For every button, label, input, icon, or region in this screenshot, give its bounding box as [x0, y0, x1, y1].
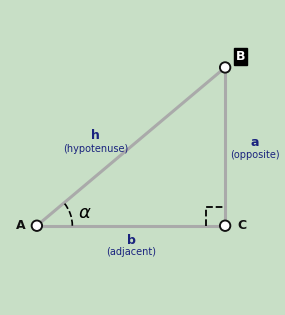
Text: C: C	[237, 219, 246, 232]
Circle shape	[33, 222, 40, 229]
Text: (opposite): (opposite)	[230, 150, 280, 160]
Text: B: B	[235, 50, 245, 63]
Circle shape	[220, 220, 231, 231]
Circle shape	[222, 64, 229, 71]
Text: h: h	[91, 129, 100, 142]
Text: b: b	[127, 234, 135, 247]
Text: α: α	[79, 204, 91, 222]
Text: (hypotenuse): (hypotenuse)	[63, 144, 128, 154]
Text: (adjacent): (adjacent)	[106, 247, 156, 257]
Circle shape	[220, 62, 231, 73]
Text: A: A	[16, 219, 25, 232]
Circle shape	[222, 222, 229, 229]
Circle shape	[31, 220, 42, 231]
Text: a: a	[251, 136, 259, 149]
